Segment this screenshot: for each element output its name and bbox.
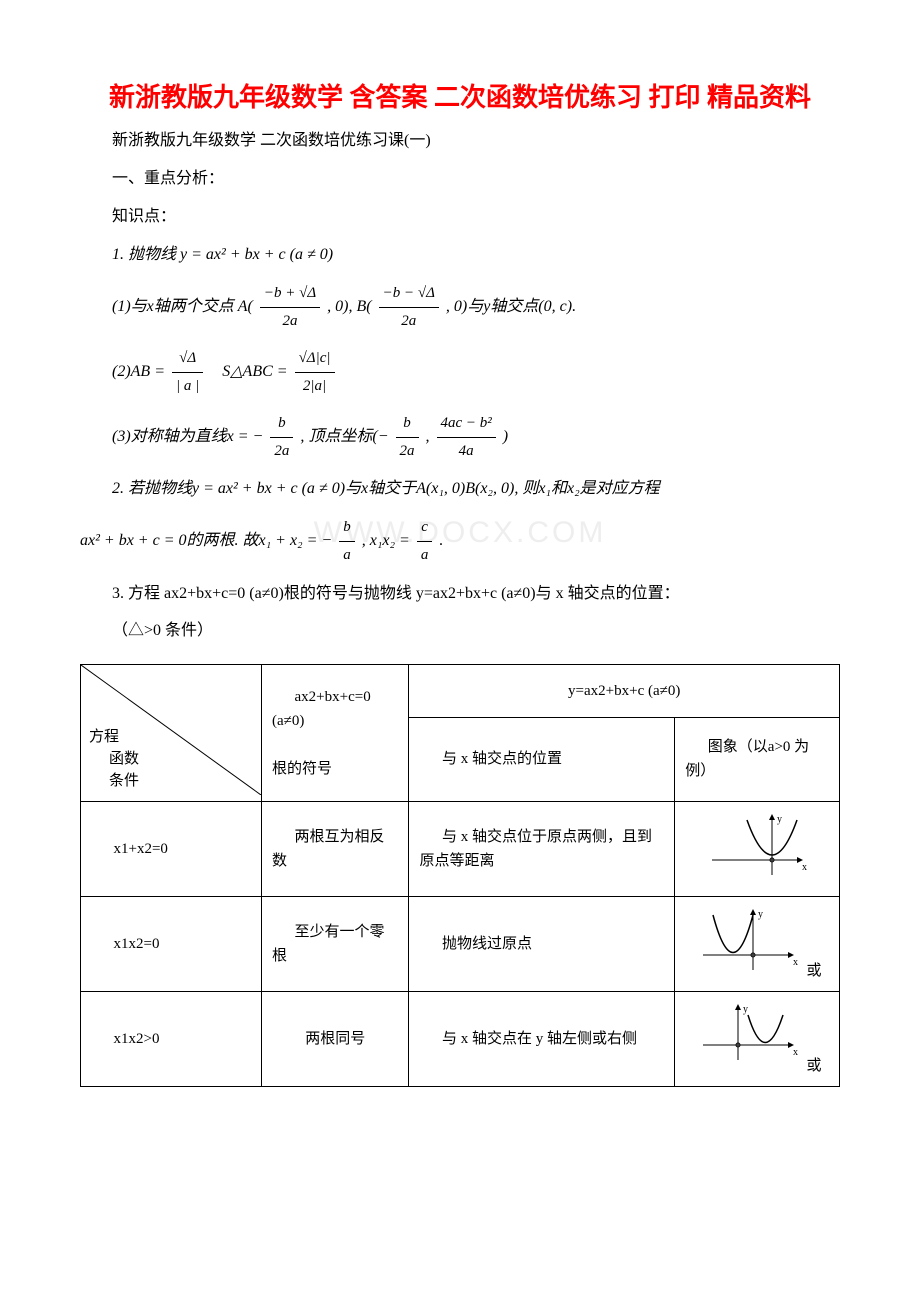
point-1: 1. 抛物线 y = ax² + bx + c (a ≠ 0) <box>80 241 840 270</box>
frac2-num: −b − √Δ <box>379 280 439 308</box>
p1s1-B: , 0), B( <box>327 298 371 315</box>
frac-6: b 2a <box>396 410 419 465</box>
point-1-sub3: (3)对称轴为直线x = − b 2a , 顶点坐标(− b 2a , 4ac … <box>80 410 840 465</box>
frac-2: −b − √Δ 2a <box>379 280 439 335</box>
vertex-label: , 顶点坐标(− <box>300 428 388 445</box>
row1-suffix: 或 <box>807 963 822 979</box>
frac5-den: 2a <box>270 438 293 465</box>
diag-header-cell: 方程 函数 条件 <box>81 664 262 801</box>
frac1-num: −b + √Δ <box>260 280 320 308</box>
row0-pos: 与 x 轴交点位于原点两侧，且到原点等距离 <box>409 801 675 896</box>
point-2a: 2. 若抛物线y = ax² + bx + c (a ≠ 0)与x轴交于A(x₁… <box>80 475 840 504</box>
frac6-den: 2a <box>396 438 419 465</box>
frac-7: 4ac − b² 4a <box>437 410 496 465</box>
roots-table: 方程 函数 条件 ax2+bx+c=0 (a≠0) 根的符号 y=ax2+bx+… <box>80 664 840 1087</box>
row1-graph: x y 或 <box>675 896 840 991</box>
p1s2-label: (2)AB = <box>112 363 165 380</box>
p2-text-a: 2. 若抛物线y = ax² + bx + c (a ≠ 0)与x轴交于A(x₁… <box>112 480 660 497</box>
point1-formula: y = ax² + bx + c (a ≠ 0) <box>180 246 333 263</box>
p1s3-label: (3)对称轴为直线x = − <box>112 428 263 445</box>
row1-pos: 抛物线过原点 <box>409 896 675 991</box>
p1s1-end: , 0)与y轴交点(0, c). <box>446 298 576 315</box>
point-3: 3. 方程 ax2+bx+c=0 (a≠0)根的符号与抛物线 y=ax2+bx+… <box>80 581 840 607</box>
frac1-den: 2a <box>260 308 320 335</box>
comma: , <box>426 428 434 445</box>
row2-cond: x1x2>0 <box>81 991 262 1086</box>
row1-sign: 至少有一个零根 <box>262 896 409 991</box>
frac9-num: c <box>417 514 433 542</box>
hdr-diag-mid: 函数 <box>109 747 139 771</box>
hdr-diag-top: 方程 <box>89 725 119 749</box>
page-title: 新浙教版九年级数学 含答案 二次函数培优练习 打印 精品资料 <box>80 80 840 116</box>
frac-8: b a <box>339 514 355 569</box>
table-row: x1+x2=0 两根互为相反数 与 x 轴交点位于原点两侧，且到原点等距离 x … <box>81 801 840 896</box>
frac-1: −b + √Δ 2a <box>260 280 320 335</box>
frac-4: √Δ|c| 2|a| <box>295 345 335 400</box>
table-row: x1x2=0 至少有一个零根 抛物线过原点 x y 或 <box>81 896 840 991</box>
frac4-num: √Δ|c| <box>295 345 335 373</box>
svg-text:y: y <box>758 909 763 920</box>
frac2-den: 2a <box>379 308 439 335</box>
svg-text:y: y <box>777 814 782 825</box>
row2-pos: 与 x 轴交点在 y 轴左侧或右侧 <box>409 991 675 1086</box>
point-3-cond: （△>0 条件） <box>80 618 840 644</box>
point-2b: ax² + bx + c = 0的两根. 故x₁ + x₂ = − b a , … <box>80 514 840 569</box>
p1s1-A: A( <box>238 298 253 315</box>
frac-3: √Δ | a | <box>172 345 203 400</box>
col2-hdr-b: 根的符号 <box>272 761 332 777</box>
row0-graph: x y <box>675 801 840 896</box>
table-row: x1x2>0 两根同号 与 x 轴交点在 y 轴左侧或右侧 x y 或 <box>81 991 840 1086</box>
col4-sub: 图象（以a>0 为例） <box>675 717 840 801</box>
point-1-sub2: (2)AB = √Δ | a | S△ABC = √Δ|c| 2|a| <box>80 345 840 400</box>
frac7-num: 4ac − b² <box>437 410 496 438</box>
frac6-num: b <box>396 410 419 438</box>
row0-sign: 两根互为相反数 <box>262 801 409 896</box>
parabola-same-side-icon: x y <box>693 1000 803 1070</box>
frac9-den: a <box>417 542 433 569</box>
heading-1: 一、重点分析： <box>80 166 840 192</box>
table-header-row: 方程 函数 条件 ax2+bx+c=0 (a≠0) 根的符号 y=ax2+bx+… <box>81 664 840 717</box>
svg-text:y: y <box>743 1004 748 1015</box>
p2-end: . <box>439 532 443 549</box>
col3-header: y=ax2+bx+c (a≠0) <box>409 664 840 717</box>
row2-sign: 两根同号 <box>262 991 409 1086</box>
svg-text:x: x <box>802 862 807 873</box>
row1-cond: x1x2=0 <box>81 896 262 991</box>
frac8-num: b <box>339 514 355 542</box>
subtitle: 新浙教版九年级数学 二次函数培优练习课(一) <box>80 128 840 154</box>
frac-5: b 2a <box>270 410 293 465</box>
frac3-num: √Δ <box>172 345 203 373</box>
frac-9: c a <box>417 514 433 569</box>
parabola-symmetric-icon: x y <box>702 810 812 880</box>
row0-cond: x1+x2=0 <box>81 801 262 896</box>
frac3-den: | a | <box>172 373 203 400</box>
s-abc-label: S△ABC = <box>222 363 287 380</box>
close-paren: ) <box>503 428 508 445</box>
svg-text:x: x <box>793 1047 798 1058</box>
frac4-den: 2|a| <box>295 373 335 400</box>
col3-sub: 与 x 轴交点的位置 <box>409 717 675 801</box>
frac7-den: 4a <box>437 438 496 465</box>
point-1-sub1: (1)与x轴两个交点 A( −b + √Δ 2a , 0), B( −b − √… <box>80 280 840 335</box>
frac5-num: b <box>270 410 293 438</box>
heading-2: 知识点： <box>80 204 840 230</box>
p1s1-label: (1)与x轴两个交点 <box>112 298 234 315</box>
p2-text-c: , x₁x₂ = <box>362 532 410 549</box>
point1-label: 1. 抛物线 <box>112 246 176 263</box>
hdr-diag-bot: 条件 <box>109 769 139 793</box>
col2-hdr-a: ax2+bx+c=0 (a≠0) <box>272 689 371 729</box>
p2-text-b: ax² + bx + c = 0的两根. 故x₁ + x₂ = − <box>80 532 332 549</box>
parabola-origin-icon: x y <box>693 905 803 975</box>
row2-graph: x y 或 <box>675 991 840 1086</box>
col2-header: ax2+bx+c=0 (a≠0) 根的符号 <box>262 664 409 801</box>
frac8-den: a <box>339 542 355 569</box>
row2-suffix: 或 <box>807 1058 822 1074</box>
svg-text:x: x <box>793 957 798 968</box>
